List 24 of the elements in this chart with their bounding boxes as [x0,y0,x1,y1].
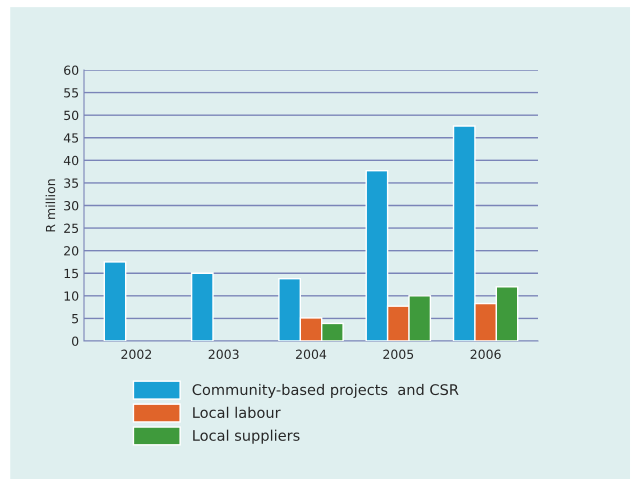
y-tick-label: 40 [64,156,78,166]
y-tick-label: 50 [64,110,78,120]
legend-label: Community-based projects and CSR [192,384,459,398]
bar [104,261,126,341]
x-tick-label: 2002 [121,350,152,360]
x-tick-label: 2003 [208,350,239,360]
y-tick-label: 20 [64,246,78,256]
y-tick-label: 25 [64,224,78,234]
y-tick-label: 35 [64,178,78,188]
y-tick-label: 15 [64,268,78,278]
legend-label: Local suppliers [193,430,300,444]
y-tick-label: 5 [72,314,78,324]
bar [190,272,214,341]
y-tick-label: 55 [64,88,78,98]
y-axis-title: R million [46,179,56,232]
x-tick-label: 2006 [470,350,501,360]
x-tick-label: 2005 [383,350,414,360]
y-tick-label: 60 [64,65,78,75]
x-tick-label: 2004 [296,350,326,360]
y-tick-label: 10 [64,291,78,301]
y-tick-label: 0 [72,336,78,346]
legend-label: Local labour [193,406,281,418]
y-tick-label: 45 [64,133,78,143]
y-tick-label: 30 [64,200,78,210]
